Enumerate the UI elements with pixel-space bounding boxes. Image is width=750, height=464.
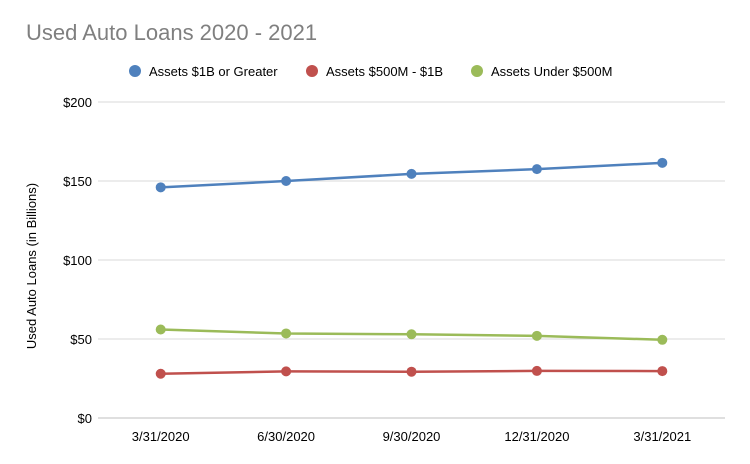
y-tick-labels: $0 $50 $100 $150 $200 [63,95,92,426]
x-tick-label: 9/30/2020 [383,429,441,444]
series-lines [155,157,668,379]
data-point [406,366,417,377]
legend-label: Assets $1B or Greater [149,64,278,79]
legend-marker [129,65,141,77]
data-point [155,324,166,335]
x-tick-labels: 3/31/2020 6/30/2020 9/30/2020 12/31/2020 3/3… [132,429,691,444]
series-2 [155,324,668,345]
chart-title: Used Auto Loans 2020 - 2021 [26,20,318,45]
series-0 [155,157,668,193]
y-tick-label: $50 [70,332,92,347]
data-point [406,329,417,340]
data-point [531,164,542,175]
legend-marker [306,65,318,77]
series-1 [155,365,668,379]
data-point [657,157,668,168]
data-point [281,366,292,377]
data-point [155,182,166,193]
data-point [406,168,417,179]
y-tick-label: $100 [63,253,92,268]
legend-item: Assets $500M - $1B [306,64,443,79]
data-point [657,366,668,377]
y-tick-label: $150 [63,174,92,189]
legend: Assets $1B or Greater Assets $500M - $1B A… [129,64,612,79]
legend-marker [471,65,483,77]
y-tick-label: $0 [78,411,92,426]
y-tick-label: $200 [63,95,92,110]
y-axis-title: Used Auto Loans (in Billions) [24,183,39,349]
x-tick-label: 3/31/2020 [132,429,190,444]
legend-item: Assets $1B or Greater [129,64,278,79]
data-point [281,176,292,186]
data-point [531,330,542,341]
x-tick-label: 6/30/2020 [257,429,315,444]
x-tick-label: 3/31/2021 [633,429,691,444]
legend-item: Assets Under $500M [471,64,612,79]
legend-label: Assets $500M - $1B [326,64,443,79]
x-tick-label: 12/31/2020 [504,429,569,444]
data-point [281,328,292,339]
legend-label: Assets Under $500M [491,64,612,79]
data-point [531,365,542,376]
data-point [155,368,166,379]
data-point [657,334,668,345]
